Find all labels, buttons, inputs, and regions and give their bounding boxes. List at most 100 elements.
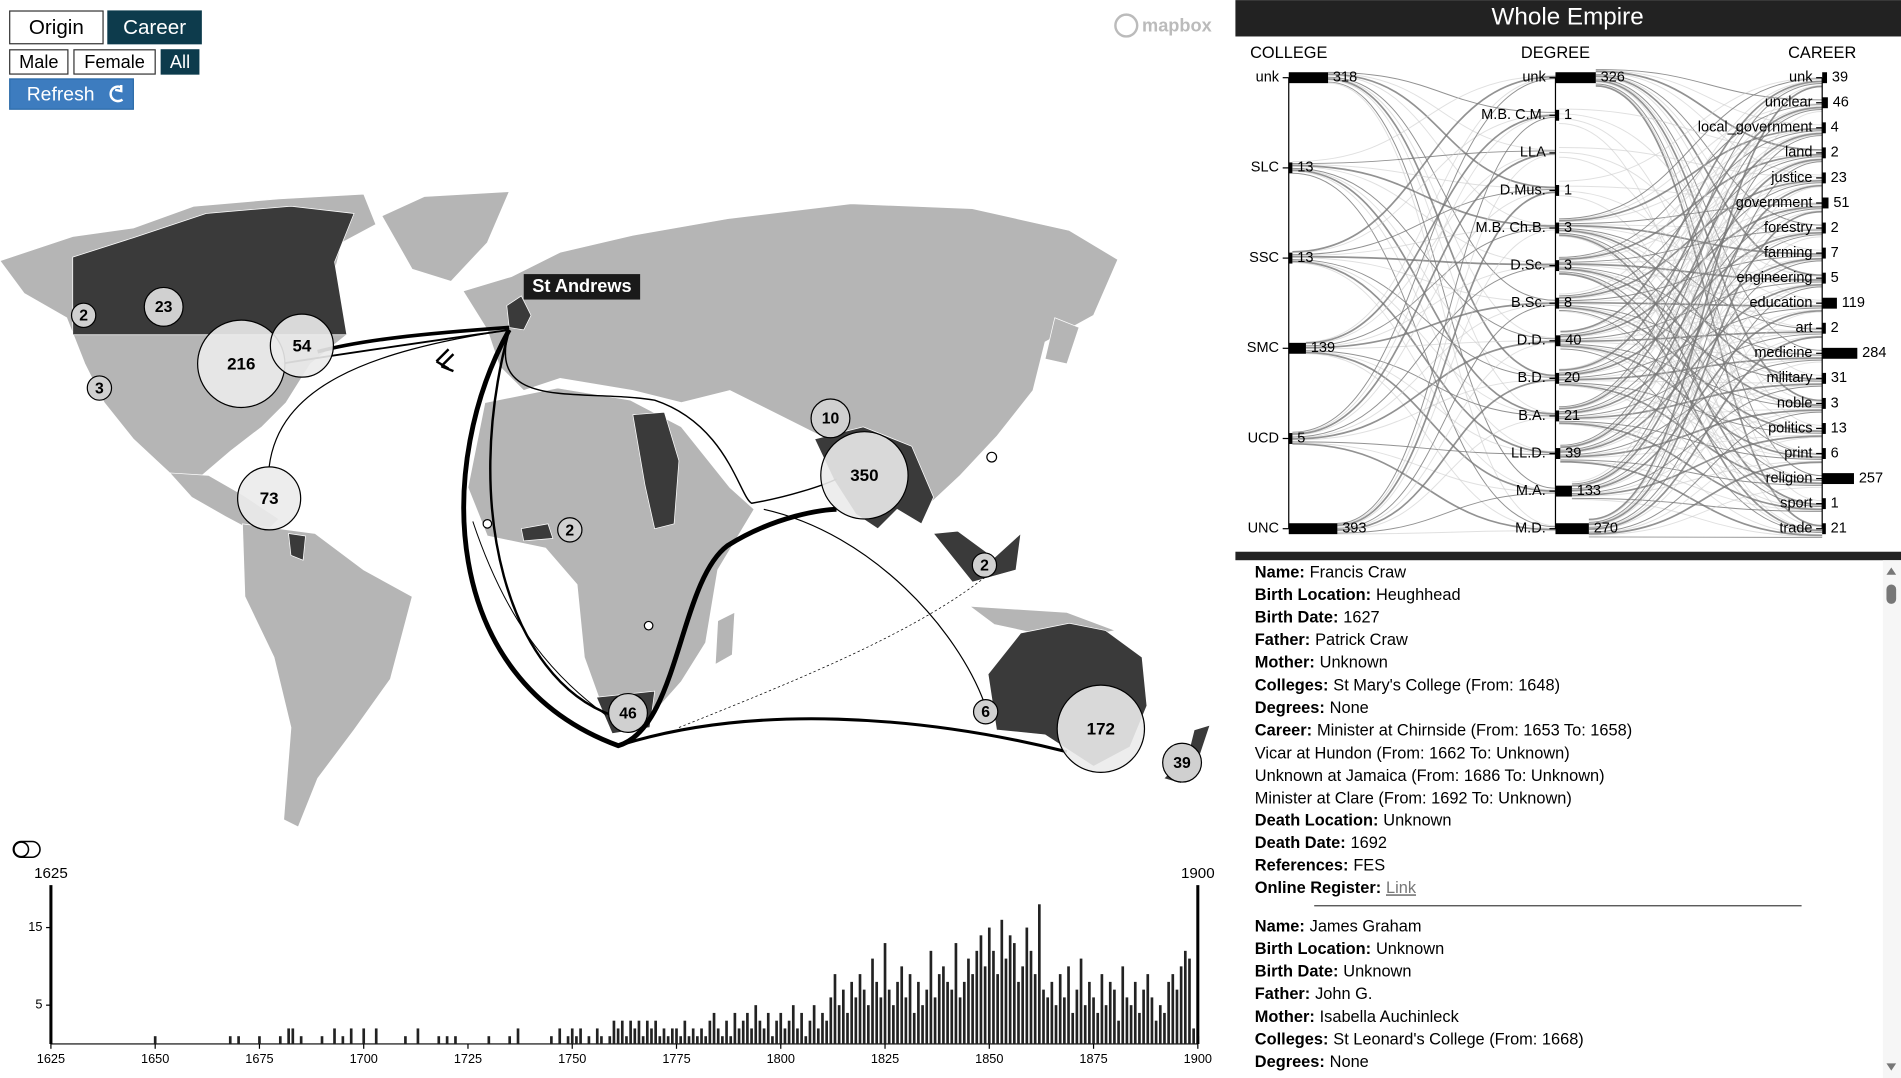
bar[interactable] bbox=[762, 1028, 766, 1044]
category-label[interactable]: D.Sc. bbox=[1510, 257, 1546, 273]
count-bar[interactable] bbox=[1822, 498, 1826, 510]
bar[interactable] bbox=[299, 1036, 303, 1044]
count-bar[interactable] bbox=[1555, 410, 1560, 422]
bar[interactable] bbox=[587, 1036, 591, 1044]
bar[interactable] bbox=[654, 1020, 657, 1044]
bar[interactable] bbox=[625, 1036, 628, 1044]
category-label[interactable]: M.D. bbox=[1515, 521, 1546, 537]
category-label[interactable]: noble bbox=[1777, 395, 1813, 411]
bar[interactable] bbox=[1008, 935, 1012, 1044]
bubble[interactable] bbox=[972, 699, 999, 725]
bar[interactable] bbox=[1167, 981, 1170, 1044]
bar[interactable] bbox=[696, 1036, 699, 1044]
count-bar[interactable] bbox=[1822, 523, 1826, 535]
category-label[interactable]: art bbox=[1796, 320, 1813, 336]
bar[interactable] bbox=[291, 1028, 295, 1044]
bar[interactable] bbox=[779, 1012, 783, 1044]
bar[interactable] bbox=[971, 974, 974, 1044]
category-label[interactable]: LLA bbox=[1520, 145, 1546, 161]
bar[interactable] bbox=[825, 1020, 828, 1044]
bar[interactable] bbox=[1004, 958, 1008, 1044]
bar[interactable] bbox=[829, 997, 833, 1044]
bar[interactable] bbox=[687, 1036, 691, 1044]
bar[interactable] bbox=[875, 981, 879, 1044]
bar[interactable] bbox=[341, 1036, 345, 1044]
bubble[interactable] bbox=[608, 692, 649, 733]
bar[interactable] bbox=[775, 1020, 778, 1044]
bar[interactable] bbox=[595, 1028, 599, 1044]
category-label[interactable]: SMC bbox=[1247, 340, 1279, 356]
bar[interactable] bbox=[1129, 1005, 1133, 1044]
bar[interactable] bbox=[320, 1036, 324, 1044]
bar[interactable] bbox=[1033, 974, 1037, 1044]
category-label[interactable]: print bbox=[1784, 445, 1812, 461]
bar[interactable] bbox=[1171, 974, 1175, 1044]
count-bar[interactable] bbox=[1555, 372, 1560, 384]
bar[interactable] bbox=[858, 974, 862, 1044]
bar[interactable] bbox=[912, 1012, 916, 1044]
bar[interactable] bbox=[1042, 989, 1045, 1044]
bar[interactable] bbox=[725, 1020, 728, 1044]
bubble[interactable] bbox=[557, 517, 583, 543]
category-label[interactable]: land bbox=[1785, 145, 1812, 161]
button[interactable] bbox=[9, 78, 134, 110]
bar[interactable] bbox=[1125, 997, 1129, 1044]
category-label[interactable]: politics bbox=[1768, 420, 1812, 436]
bar[interactable] bbox=[958, 997, 962, 1044]
bar[interactable] bbox=[1192, 1028, 1195, 1044]
count-bar[interactable] bbox=[1288, 342, 1306, 354]
bar[interactable] bbox=[883, 943, 887, 1044]
bar[interactable] bbox=[721, 1036, 724, 1044]
bar[interactable] bbox=[454, 1036, 457, 1044]
bar[interactable] bbox=[1025, 927, 1029, 1044]
bar[interactable] bbox=[1104, 1005, 1108, 1044]
count-bar[interactable] bbox=[1822, 247, 1826, 259]
bar[interactable] bbox=[633, 1028, 637, 1044]
bar[interactable] bbox=[333, 1028, 336, 1044]
count-bar[interactable] bbox=[1555, 448, 1561, 459]
bar[interactable] bbox=[746, 1012, 749, 1044]
bubble[interactable] bbox=[269, 313, 335, 378]
category-label[interactable]: SSC bbox=[1249, 250, 1279, 266]
bar[interactable] bbox=[1092, 997, 1095, 1044]
category-label[interactable]: military bbox=[1766, 370, 1813, 386]
bar[interactable] bbox=[153, 1036, 157, 1044]
bar[interactable] bbox=[766, 1012, 770, 1044]
bar[interactable] bbox=[679, 1036, 683, 1044]
bar[interactable] bbox=[996, 974, 999, 1044]
category-label[interactable]: UCD bbox=[1248, 430, 1279, 446]
bar[interactable] bbox=[887, 989, 891, 1044]
bar[interactable] bbox=[1121, 966, 1125, 1044]
refresh-icon[interactable] bbox=[109, 84, 124, 103]
bar[interactable] bbox=[666, 1036, 670, 1044]
bar[interactable] bbox=[808, 1020, 812, 1044]
bar[interactable] bbox=[258, 1036, 261, 1044]
count-bar[interactable] bbox=[1555, 335, 1561, 347]
bar[interactable] bbox=[983, 966, 987, 1044]
bar[interactable] bbox=[1067, 966, 1070, 1044]
bar[interactable] bbox=[1133, 981, 1137, 1044]
scroll-thumb[interactable] bbox=[1886, 584, 1897, 604]
category-label[interactable]: religion bbox=[1766, 470, 1813, 486]
bar[interactable] bbox=[558, 1028, 562, 1044]
category-label[interactable]: B.A. bbox=[1518, 408, 1545, 424]
count-bar[interactable] bbox=[1288, 252, 1293, 264]
bar[interactable] bbox=[737, 1028, 741, 1044]
bar[interactable] bbox=[1142, 989, 1145, 1044]
bar[interactable] bbox=[979, 935, 983, 1044]
category-label[interactable]: education bbox=[1749, 295, 1812, 311]
bar[interactable] bbox=[921, 1005, 924, 1044]
bar[interactable] bbox=[600, 1036, 603, 1044]
bar[interactable] bbox=[729, 1036, 733, 1044]
bubble[interactable] bbox=[810, 398, 851, 439]
bar[interactable] bbox=[946, 981, 949, 1044]
attribution[interactable]: mapbox bbox=[1142, 16, 1212, 36]
bar[interactable] bbox=[1029, 950, 1033, 1044]
bar[interactable] bbox=[1179, 966, 1183, 1044]
bar[interactable] bbox=[867, 1005, 870, 1044]
category-label[interactable]: M.A. bbox=[1516, 483, 1546, 499]
count-bar[interactable] bbox=[1288, 162, 1293, 174]
bubble[interactable] bbox=[971, 552, 998, 578]
bar[interactable] bbox=[612, 1020, 616, 1044]
bar[interactable] bbox=[712, 1012, 716, 1044]
